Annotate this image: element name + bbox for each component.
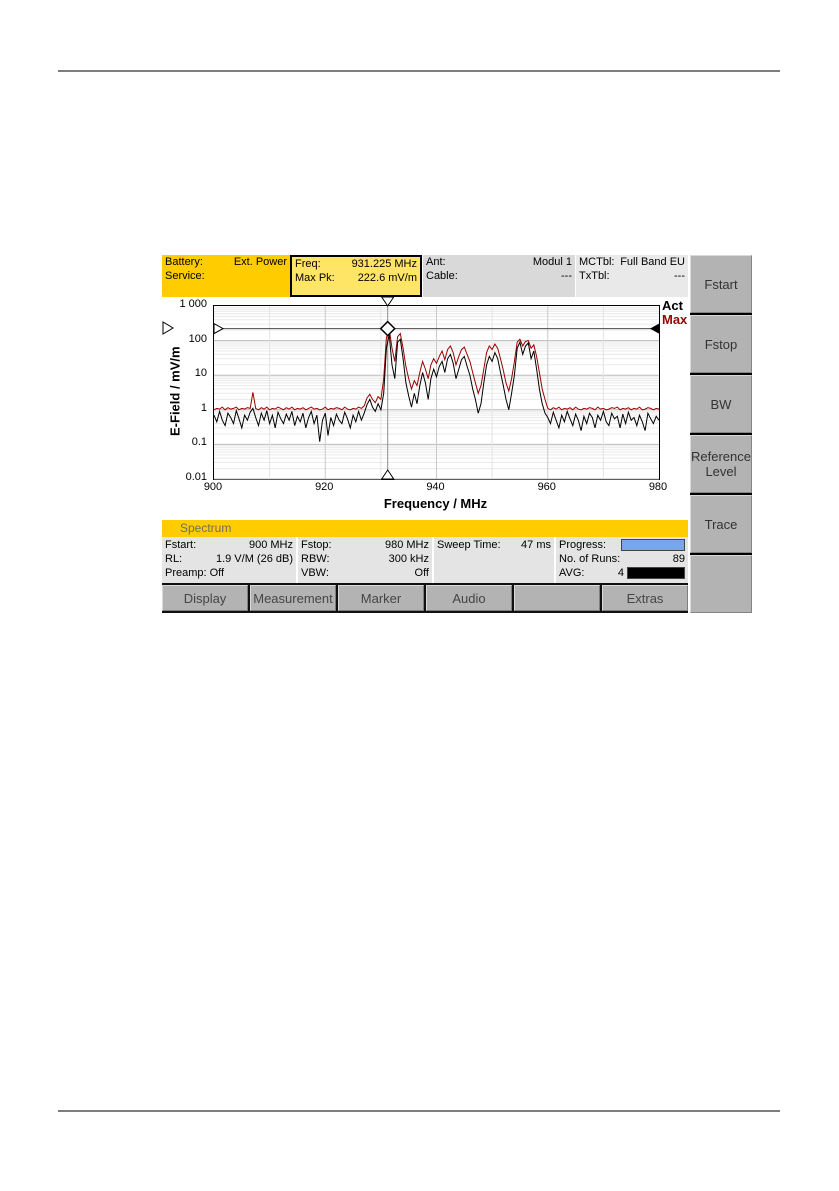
txtbl-label: TxTbl:	[579, 270, 610, 282]
plot-area	[213, 296, 660, 480]
menu-button-blank[interactable]	[514, 585, 600, 611]
mode-bar: Spectrum	[162, 520, 688, 537]
ref-right-triangle	[650, 323, 659, 334]
info-col-3: Sweep Time: 47 ms	[434, 537, 554, 583]
cable-value: ---	[561, 270, 572, 282]
trace-legend: Act Max	[662, 299, 687, 327]
y-axis-ticks: 1 000 100 10 1 0.1 0.01	[162, 297, 209, 520]
chart-region: E-Field / mV/m 1 000 100 10 1 0.1 0.01 900 920…	[162, 296, 688, 520]
softkey-reference-level[interactable]: Reference Level	[690, 435, 752, 493]
battery-status-block: Battery: Ext. Power Service:	[162, 255, 290, 297]
info-col-2: Fstop: 980 MHz RBW: 300 kHz VBW: Off	[298, 537, 432, 583]
y-tick-label: 0.1	[191, 436, 207, 449]
ant-value: Modul 1	[532, 256, 572, 268]
x-tick-label: 900	[203, 481, 223, 493]
rl-value: 1.9 V/M (26 dB)	[215, 553, 293, 565]
progress-label: Progress:	[559, 539, 607, 551]
fstart-value: 900 MHz	[248, 539, 293, 551]
level-indicator-triangle	[162, 320, 174, 335]
x-tick-label: 960	[537, 481, 556, 493]
progress-fill	[622, 540, 684, 550]
y-tick-label: 0.01	[185, 471, 207, 483]
avg-bar	[627, 567, 685, 579]
progress-bar	[621, 539, 685, 551]
fstop-value: 980 MHz	[384, 539, 429, 551]
marker-top-triangle	[380, 296, 395, 307]
fstart-label: Fstart:	[165, 539, 197, 551]
marker-diamond[interactable]	[379, 320, 396, 337]
y-tick-label: 1 000	[179, 298, 207, 310]
y-tick-label: 1	[200, 401, 207, 414]
x-tick-label: 920	[315, 481, 334, 493]
ant-label: Ant:	[426, 256, 446, 268]
vbw-value: Off	[414, 567, 429, 579]
runs-label: No. of Runs:	[559, 553, 621, 565]
info-col-4: Progress: No. of Runs: 89 AVG: 4	[556, 537, 688, 583]
rl-label: RL:	[165, 553, 183, 565]
softkey-column: Fstart Fstop BW Reference Level Trace	[690, 255, 752, 613]
softkey-trace[interactable]: Trace	[690, 495, 752, 553]
softkey-fstart[interactable]: Fstart	[690, 255, 752, 313]
page-footer-rule	[58, 1110, 780, 1112]
x-tick-label: 980	[648, 481, 668, 493]
x-tick-label: 940	[426, 481, 445, 493]
maxpk-label: Max Pk:	[295, 272, 335, 284]
softkey-bw[interactable]: BW	[690, 375, 752, 433]
avg-value: 4	[617, 567, 624, 579]
table-status-block: MCTbl: Full Band EU TxTbl: ---	[575, 255, 688, 297]
runs-value: 89	[672, 553, 685, 565]
cable-label: Cable:	[426, 270, 458, 282]
fstop-label: Fstop:	[301, 539, 332, 551]
rbw-label: RBW:	[301, 553, 330, 565]
rbw-value: 300 kHz	[388, 553, 429, 565]
legend-act: Act	[662, 298, 683, 313]
txtbl-value: ---	[674, 270, 685, 282]
trace-max	[213, 328, 660, 411]
spectrum-analyzer-screenshot: Battery: Ext. Power Service: Freq: 931.2…	[162, 255, 752, 613]
vbw-label: VBW:	[301, 567, 329, 579]
info-col-1: Fstart: 900 MHz RL: 1.9 V/M (26 dB) Prea…	[162, 537, 296, 583]
menu-button-extras[interactable]: Extras	[602, 585, 688, 611]
menu-button-audio[interactable]: Audio	[426, 585, 512, 611]
battery-value: Ext. Power	[233, 256, 287, 268]
maxpk-value: 222.6 mV/m	[357, 272, 417, 284]
ref-left-triangle	[213, 322, 225, 335]
marker-bottom-triangle	[380, 469, 395, 480]
mode-label: Spectrum	[180, 521, 232, 535]
freq-value: 931.225 MHz	[351, 258, 417, 270]
measurement-info-panel: Fstart: 900 MHz RL: 1.9 V/M (26 dB) Prea…	[162, 537, 688, 583]
menu-button-measurement[interactable]: Measurement	[250, 585, 336, 611]
freq-label: Freq:	[295, 258, 321, 270]
battery-label: Battery:	[165, 256, 203, 268]
status-bar: Battery: Ext. Power Service: Freq: 931.2…	[162, 255, 688, 297]
softkey-blank[interactable]	[690, 555, 752, 613]
bottom-menu: Display Measurement Marker Audio Extras	[162, 583, 688, 613]
menu-button-marker[interactable]: Marker	[338, 585, 424, 611]
page-header-rule	[58, 70, 780, 72]
antenna-status-block: Ant: Modul 1 Cable: ---	[422, 255, 575, 297]
plot-svg	[213, 296, 660, 480]
menu-button-display[interactable]: Display	[162, 585, 248, 611]
mctbl-value: Full Band EU	[620, 256, 685, 268]
x-axis-title: Frequency / MHz	[383, 496, 488, 511]
y-tick-label: 100	[188, 332, 207, 345]
softkey-fstop[interactable]: Fstop	[690, 315, 752, 373]
freq-entry-box[interactable]: Freq: 931.225 MHz Max Pk: 222.6 mV/m	[290, 255, 422, 297]
y-tick-label: 10	[194, 367, 207, 380]
mctbl-label: MCTbl:	[579, 256, 615, 268]
screen-main-area: Battery: Ext. Power Service: Freq: 931.2…	[162, 255, 688, 613]
legend-max: Max	[662, 312, 688, 327]
preamp-text: Preamp: Off	[165, 567, 225, 579]
sweep-value: 47 ms	[521, 539, 551, 551]
service-label: Service:	[165, 270, 205, 282]
avg-label: AVG:	[559, 567, 585, 579]
sweep-label: Sweep Time:	[437, 539, 501, 551]
trace-act	[213, 334, 660, 442]
